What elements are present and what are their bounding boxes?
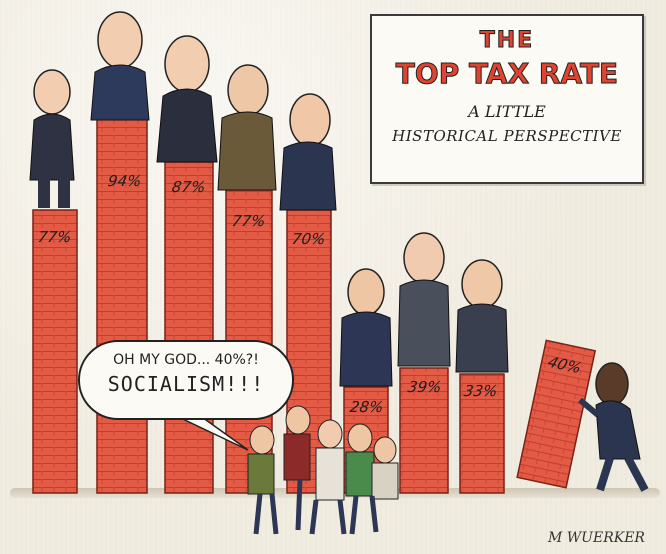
shouting-crowd <box>247 405 399 535</box>
bubble-line-2: SOCIALISM!!! <box>107 372 265 396</box>
bar-label-7: 39% <box>406 378 443 396</box>
figure-9 <box>578 362 649 492</box>
figure-1 <box>29 69 75 208</box>
title-box: THE TOP TAX RATE A LITTLE HISTORICAL PER… <box>370 14 644 184</box>
bar-label-8: 33% <box>462 382 499 400</box>
bar-label-5: 70% <box>290 230 327 248</box>
bar-3 <box>164 161 214 494</box>
figure-2 <box>90 11 150 121</box>
subtitle-historical-perspective: HISTORICAL PERSPECTIVE <box>392 127 622 145</box>
bar-label-6: 28% <box>348 398 385 416</box>
figure-4 <box>217 64 277 191</box>
artist-signature: M WUERKER <box>548 530 645 546</box>
figure-5 <box>279 93 337 211</box>
seated-figures <box>29 11 649 492</box>
bar-2 <box>96 117 148 494</box>
bar-8 <box>459 373 505 494</box>
title-top-tax-rate: TOP TAX RATE <box>395 57 619 91</box>
bar-9-tilted <box>516 339 597 489</box>
figure-8 <box>455 259 509 373</box>
bar-label-2: 94% <box>106 172 143 190</box>
bar-label-1: 77% <box>36 228 73 246</box>
figure-6 <box>339 268 393 387</box>
bar-1 <box>32 209 78 494</box>
speech-bubble: OH MY GOD... 40%?! SOCIALISM!!! <box>78 340 294 420</box>
figure-7 <box>397 232 451 367</box>
figure-3 <box>156 35 218 163</box>
bar-7 <box>399 367 449 494</box>
subtitle-a-little: A LITTLE <box>468 102 546 121</box>
bar-label-3: 87% <box>170 178 207 196</box>
title-the: THE <box>479 28 535 54</box>
bar-label-4: 77% <box>230 212 267 230</box>
bubble-line-1: OH MY GOD... 40%?! <box>113 352 259 368</box>
